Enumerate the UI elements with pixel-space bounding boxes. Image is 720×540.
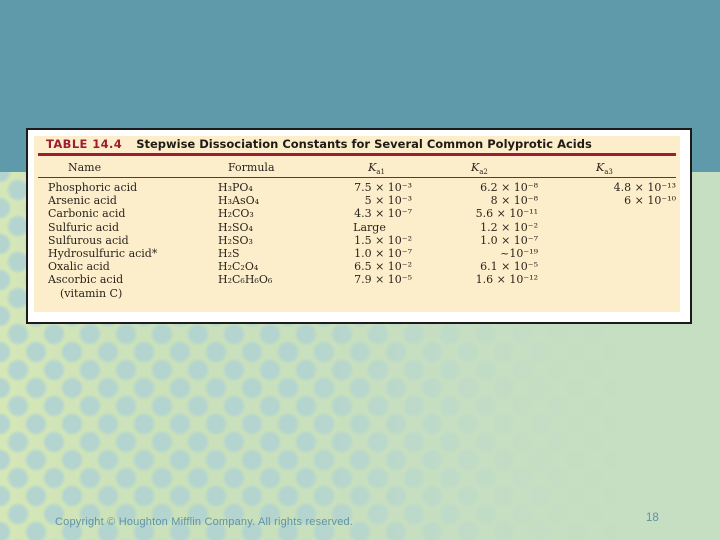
table-row: Hydrosulfuric acid* H₂S 1.0 × 10⁻⁷ ~10⁻¹⁹ xyxy=(34,247,680,260)
cell-ka1: 7.9 × 10⁻⁵ xyxy=(354,273,412,287)
cell-ka1: 5 × 10⁻³ xyxy=(364,194,412,208)
cell-ka3: 4.8 × 10⁻¹³ xyxy=(613,181,676,194)
table-row: Oxalic acid H₂C₂O₄ 6.5 × 10⁻² 6.1 × 10⁻⁵ xyxy=(34,260,680,273)
cell-name: Sulfuric acid xyxy=(48,220,120,234)
column-header-ka1: Ka1 xyxy=(368,161,385,177)
table-row: Carbonic acid H₂CO₃ 4.3 × 10⁻⁷ 5.6 × 10⁻¹¹ xyxy=(34,207,680,220)
cell-formula: H₃AsO₄ xyxy=(218,194,260,208)
cell-ka3 xyxy=(540,234,680,247)
cell-ka2: 6.2 × 10⁻⁸ xyxy=(480,181,538,194)
column-header-name: Name xyxy=(68,161,102,174)
cell-ka1: 4.3 × 10⁻⁷ xyxy=(354,207,412,221)
cell-name-line2: (vitamin C) xyxy=(60,286,123,300)
cell-name: Phosphoric acid xyxy=(48,181,138,194)
cell-ka3 xyxy=(540,207,680,220)
cell-ka1: Large xyxy=(353,220,386,234)
column-header-ka2: Ka2 xyxy=(471,161,488,177)
table-row: Ascorbic acid (vitamin C) H₂C₆H₆O₆ 7.9 × 10… xyxy=(34,273,680,299)
table-row: Sulfurous acid H₂SO₃ 1.5 × 10⁻² 1.0 × 10⁻⁷ xyxy=(34,234,680,247)
table-figure-frame: TABLE 14.4 Stepwise Dissociation Constant… xyxy=(26,128,692,324)
cell-ka2: 1.6 × 10⁻¹² xyxy=(475,273,538,287)
cell-formula: H₃PO₄ xyxy=(218,181,253,194)
cell-ka3 xyxy=(540,221,680,234)
cell-name: Hydrosulfuric acid* xyxy=(48,247,158,261)
cell-name: Sulfurous acid xyxy=(48,233,129,247)
table-body: Phosphoric acid H₃PO₄ 7.5 × 10⁻³ 6.2 × 10⁻⁸… xyxy=(34,181,680,300)
cell-ka1: 1.5 × 10⁻² xyxy=(354,233,412,247)
cell-ka2: 5.6 × 10⁻¹¹ xyxy=(475,207,538,221)
cell-formula: H₂S xyxy=(218,247,240,261)
header-underline xyxy=(38,177,676,178)
table-header-row: Name Formula Ka1 Ka2 Ka3 xyxy=(34,160,680,176)
cell-ka3: 6 × 10⁻¹⁰ xyxy=(624,194,676,208)
cell-ka2: 8 × 10⁻⁸ xyxy=(490,194,538,208)
cell-formula: H₂CO₃ xyxy=(218,207,254,221)
page-number: 18 xyxy=(646,512,659,524)
table-number-label: TABLE 14.4 xyxy=(46,137,123,151)
title-maroon-rule xyxy=(38,153,676,156)
table-row: Sulfuric acid H₂SO₄ Large 1.2 × 10⁻² xyxy=(34,221,680,234)
cell-name: Arsenic acid xyxy=(48,194,117,208)
table-row: Phosphoric acid H₃PO₄ 7.5 × 10⁻³ 6.2 × 10⁻⁸… xyxy=(34,181,680,194)
cell-ka2: 1.0 × 10⁻⁷ xyxy=(480,233,538,247)
column-header-formula: Formula xyxy=(228,161,275,174)
table-row: Arsenic acid H₃AsO₄ 5 × 10⁻³ 8 × 10⁻⁸ 6 × 10… xyxy=(34,194,680,207)
table-paper: TABLE 14.4 Stepwise Dissociation Constant… xyxy=(34,136,680,312)
cell-formula: H₂SO₃ xyxy=(218,233,253,247)
cell-ka3 xyxy=(540,247,680,260)
cell-ka2: 6.1 × 10⁻⁵ xyxy=(480,260,538,274)
cell-ka2: ~10⁻¹⁹ xyxy=(500,247,538,261)
cell-ka1: 6.5 × 10⁻² xyxy=(354,260,412,274)
cell-name: Carbonic acid xyxy=(48,207,126,221)
table-title: TABLE 14.4 Stepwise Dissociation Constant… xyxy=(46,138,674,151)
cell-ka1: 7.5 × 10⁻³ xyxy=(354,181,412,194)
cell-formula: H₂C₆H₆O₆ xyxy=(218,273,273,287)
cell-ka2: 1.2 × 10⁻² xyxy=(480,220,538,234)
cell-ka3 xyxy=(540,260,680,273)
cell-formula: H₂C₂O₄ xyxy=(218,260,259,274)
cell-name: Oxalic acid xyxy=(48,260,110,274)
cell-name: Ascorbic acid (vitamin C) xyxy=(34,273,218,299)
cell-ka1: 1.0 × 10⁻⁷ xyxy=(354,247,412,261)
cell-ka3 xyxy=(540,273,680,299)
table-title-text: Stepwise Dissociation Constants for Seve… xyxy=(136,137,592,151)
copyright-text: Copyright © Houghton Mifflin Company. Al… xyxy=(55,516,354,528)
cell-formula: H₂SO₄ xyxy=(218,220,253,234)
column-header-ka3: Ka3 xyxy=(596,161,613,177)
